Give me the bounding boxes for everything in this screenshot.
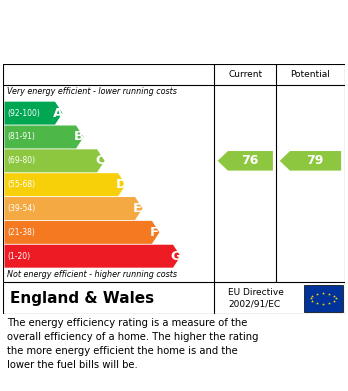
- Polygon shape: [5, 126, 84, 149]
- Text: (69-80): (69-80): [7, 156, 35, 165]
- Text: (81-91): (81-91): [7, 133, 35, 142]
- Polygon shape: [5, 221, 159, 244]
- Text: Current: Current: [228, 70, 262, 79]
- Polygon shape: [218, 151, 273, 170]
- Polygon shape: [5, 149, 105, 172]
- Polygon shape: [5, 173, 126, 196]
- Text: 79: 79: [306, 154, 323, 167]
- Bar: [303, 285, 343, 312]
- Text: EU Directive
2002/91/EC: EU Directive 2002/91/EC: [228, 288, 284, 309]
- Polygon shape: [5, 102, 63, 125]
- Text: E: E: [133, 202, 142, 215]
- Text: Energy Efficiency Rating: Energy Efficiency Rating: [5, 37, 234, 55]
- Text: Very energy efficient - lower running costs: Very energy efficient - lower running co…: [7, 87, 177, 96]
- Text: C: C: [95, 154, 105, 167]
- Text: Potential: Potential: [291, 70, 330, 79]
- Text: G: G: [170, 250, 181, 263]
- Text: 76: 76: [241, 154, 258, 167]
- Polygon shape: [5, 245, 181, 268]
- Polygon shape: [280, 151, 341, 170]
- Text: Not energy efficient - higher running costs: Not energy efficient - higher running co…: [7, 270, 177, 279]
- Text: England & Wales: England & Wales: [10, 291, 155, 306]
- Text: (21-38): (21-38): [7, 228, 35, 237]
- Text: F: F: [150, 226, 159, 239]
- Polygon shape: [5, 197, 143, 220]
- Text: (55-68): (55-68): [7, 180, 35, 189]
- Text: A: A: [53, 107, 63, 120]
- Text: The energy efficiency rating is a measure of the
overall efficiency of a home. T: The energy efficiency rating is a measur…: [7, 318, 259, 370]
- Text: B: B: [74, 131, 84, 143]
- Text: (92-100): (92-100): [7, 109, 40, 118]
- Text: D: D: [115, 178, 126, 191]
- Text: (39-54): (39-54): [7, 204, 35, 213]
- Text: (1-20): (1-20): [7, 252, 30, 261]
